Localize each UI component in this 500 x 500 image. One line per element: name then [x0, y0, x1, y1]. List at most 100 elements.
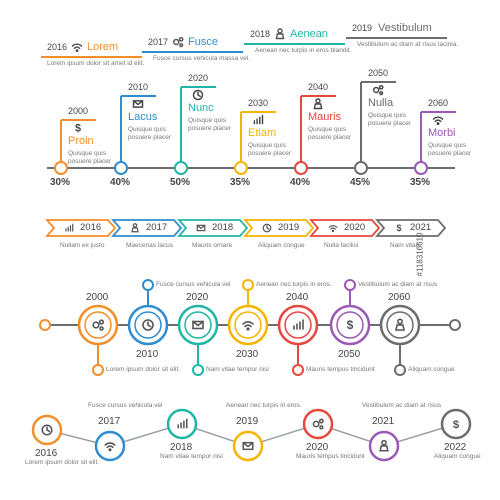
branch-dot	[394, 364, 406, 376]
timeline-node	[114, 161, 128, 175]
gears-icon	[372, 84, 384, 96]
milestone-desc: Quisque quis posuere placer	[128, 126, 171, 141]
timeline-node	[414, 161, 428, 175]
chevron-caption: Aliquam congue	[258, 242, 305, 249]
zigzag-note: Lorem ipsum dolor sit elit.	[25, 459, 100, 466]
milestone-year: 2060	[428, 98, 449, 108]
milestone-inner-ring	[234, 311, 262, 339]
branch-dot	[192, 364, 204, 376]
chevron-step	[45, 219, 117, 237]
branch-dot	[92, 364, 104, 376]
chevron-year: 2019	[278, 222, 300, 233]
person-icon	[379, 439, 389, 452]
chart-icon	[253, 114, 264, 125]
chevron-step	[375, 219, 447, 237]
chart-icon	[177, 418, 188, 429]
dollar-icon: $	[453, 419, 460, 431]
chevron-step	[309, 219, 381, 237]
branch-dot	[142, 279, 154, 291]
gears-icon	[172, 36, 184, 48]
chevron-year: 2017	[146, 222, 168, 233]
step-desc: Vestibulum ac diam at risus lacinia.	[357, 41, 459, 48]
dollar-icon: $	[347, 318, 354, 332]
milestone-title: Proin	[68, 135, 94, 147]
step-year: 2016	[47, 42, 68, 52]
zigzag-note: Nam vitae tempor nisi	[160, 453, 223, 460]
svg-text:$: $	[347, 318, 354, 332]
chevron-caption: Nullam ex justo	[60, 242, 105, 249]
milestone-percent: 35%	[410, 177, 431, 188]
milestone-desc: Quisque quis posuere placer	[308, 126, 351, 141]
milestone-percent: 40%	[290, 177, 311, 188]
milestone-year: 2040	[286, 292, 309, 303]
milestone-year: 2020	[186, 292, 209, 303]
milestone-inner-ring	[284, 311, 312, 339]
zigzag-note: Vestibulum ac diam at risus	[362, 402, 442, 409]
milestone-year: 2050	[338, 349, 361, 360]
milestone-year: 2040	[308, 82, 329, 92]
zigzag-year: 2017	[98, 416, 121, 427]
svg-text:$: $	[75, 123, 81, 135]
chevron-step	[177, 219, 249, 237]
step-desc: Fusce cursus vehicula massa vel.	[153, 55, 251, 62]
milestone-inner-ring	[84, 311, 112, 339]
chevron-caption: Nulla facilisi	[324, 242, 359, 249]
chevron-year: 2018	[212, 222, 234, 233]
chevron-caption: Mauris ornare	[192, 242, 233, 249]
milestone-inner-ring	[386, 311, 414, 339]
milestone-percent: 35%	[230, 177, 251, 188]
wifi-icon	[432, 116, 444, 126]
milestone-title: Nunc	[188, 102, 214, 114]
mail-icon	[242, 441, 254, 451]
step-title: Fusce	[188, 36, 218, 48]
milestone-desc: Quisque quis posuere placer	[248, 142, 291, 157]
clock-icon	[192, 89, 204, 101]
milestone-year: 2010	[136, 349, 159, 360]
clock-icon	[262, 223, 272, 233]
zigzag-node	[166, 408, 198, 440]
dollar-icon: $	[396, 223, 401, 233]
milestone-title: Etiam	[248, 127, 277, 139]
milestone-inner-ring	[134, 311, 162, 339]
person-icon	[313, 98, 323, 110]
clock-icon	[142, 319, 154, 331]
chart-icon	[65, 223, 74, 232]
milestone-percent: 45%	[350, 177, 371, 188]
step-year: 2018	[250, 29, 271, 39]
branch-note: Aliquam congue	[408, 366, 455, 373]
zigzag-year: 2016	[35, 448, 58, 459]
mail-icon	[196, 224, 206, 232]
step-year: 2019	[352, 23, 373, 33]
step-desc: Aenean nec turpis in eros blandit.	[255, 47, 352, 54]
zigzag-year: 2018	[170, 442, 193, 453]
chevron-year: 2020	[344, 222, 366, 233]
milestone-desc: Quisque quis posuere placer	[68, 150, 111, 165]
branch-note: Aenean nec turpis in eros.	[256, 281, 332, 288]
zigzag-node	[440, 408, 472, 440]
branch-note: Lorem ipsum dolor sit elit.	[106, 366, 181, 373]
person-icon	[395, 318, 405, 331]
milestone-desc: Quisque quis posuere placer	[188, 117, 231, 132]
milestone-year: 2000	[86, 292, 109, 303]
mail-icon	[132, 100, 144, 108]
milestone-year: 2050	[368, 68, 389, 78]
step-title: Lorem	[87, 41, 119, 53]
milestone-year: 2030	[248, 98, 269, 108]
mail-icon	[192, 320, 204, 330]
milestone-desc: Quisque quis posuere placer	[368, 112, 411, 127]
clock-icon	[41, 424, 53, 436]
branch-note: Mauris tempus tincidunt	[306, 366, 375, 373]
chevron-year: 2021	[410, 222, 432, 233]
milestone-percent: 30%	[50, 177, 71, 188]
zigzag-year: 2021	[372, 416, 395, 427]
zigzag-year: 2019	[236, 416, 259, 427]
branch-dot	[344, 279, 356, 291]
milestone-year: 2010	[128, 82, 149, 92]
axis-start-dot	[39, 319, 51, 331]
gears-icon	[92, 319, 105, 331]
milestone-title: Mauris	[308, 111, 342, 123]
axis-end-dot	[449, 319, 461, 331]
step-title: Aenean	[290, 28, 328, 40]
zigzag-note: Aliquam congue	[434, 453, 481, 460]
